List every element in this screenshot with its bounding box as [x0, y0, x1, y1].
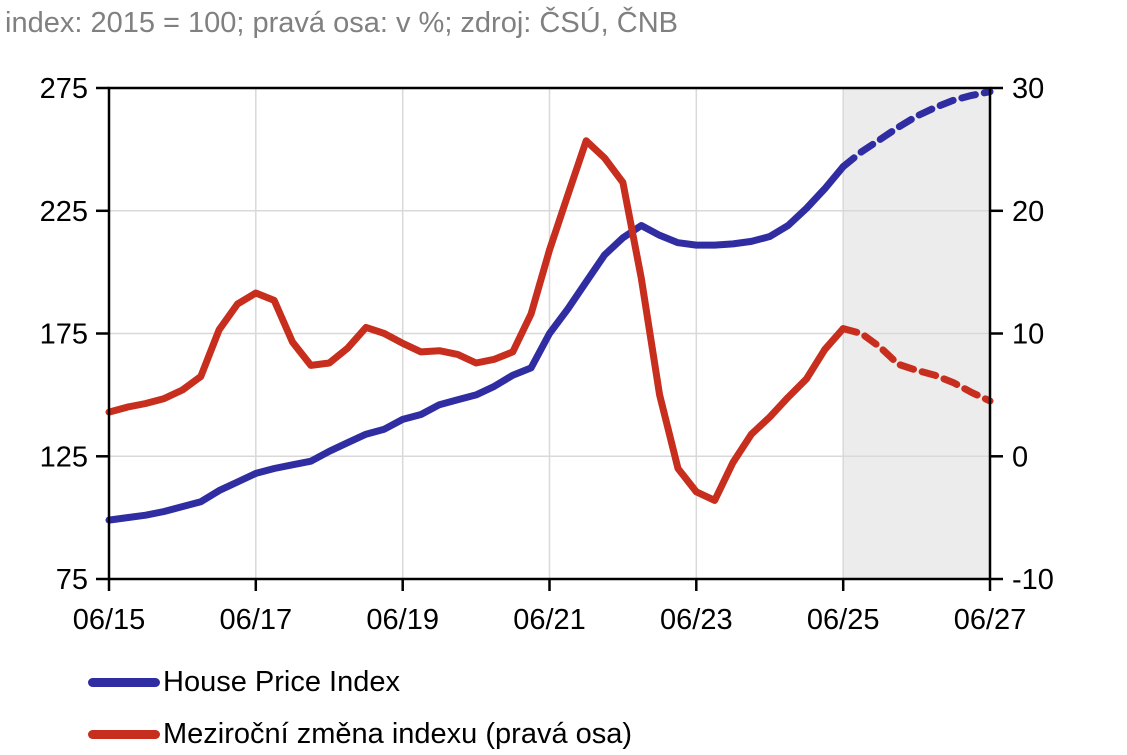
- left-axis-tick-label: 125: [40, 441, 88, 473]
- x-axis-tick-label: 06/25: [807, 604, 880, 636]
- right-axis-tick-label: 0: [1012, 441, 1028, 473]
- right-axis-tick-label: 20: [1012, 196, 1044, 228]
- left-axis-tick-label: 225: [40, 196, 88, 228]
- x-axis-tick-label: 06/17: [220, 604, 293, 636]
- left-axis-tick-label: 175: [40, 319, 88, 351]
- hpi-line-forecast: [839, 88, 994, 171]
- left-axis-tick-label: 75: [56, 564, 88, 596]
- legend-item-yoy-change: Meziroční změna indexu (pravá osa): [88, 715, 632, 753]
- yoy-line-solid: [105, 137, 847, 504]
- chart-legend: House Price Index Meziroční změna indexu…: [88, 663, 632, 755]
- chart-title: index: 2015 = 100; pravá osa: v %; zdroj…: [5, 7, 678, 39]
- right-axis-tick-label: -10: [1012, 564, 1054, 596]
- left-axis-tick-label: 275: [40, 73, 88, 105]
- yoy-legend-line-icon: [88, 729, 160, 739]
- yoy-line-forecast: [839, 325, 994, 405]
- x-axis-tick-label: 06/27: [954, 604, 1027, 636]
- x-axis-tick-label: 06/21: [513, 604, 586, 636]
- hpi-legend-line-icon: [88, 677, 160, 687]
- hpi-legend-label: House Price Index: [163, 665, 400, 698]
- hpi-line-solid: [105, 163, 847, 524]
- x-axis-tick-label: 06/19: [366, 604, 439, 636]
- x-axis-tick-label: 06/23: [660, 604, 733, 636]
- right-axis-tick-label: 10: [1012, 319, 1044, 351]
- yoy-legend-label: Meziroční změna indexu (pravá osa): [163, 717, 633, 750]
- x-axis-tick-label: 06/15: [73, 604, 146, 636]
- right-axis-tick-label: 30: [1012, 73, 1044, 105]
- legend-item-house-price-index: House Price Index: [88, 663, 632, 701]
